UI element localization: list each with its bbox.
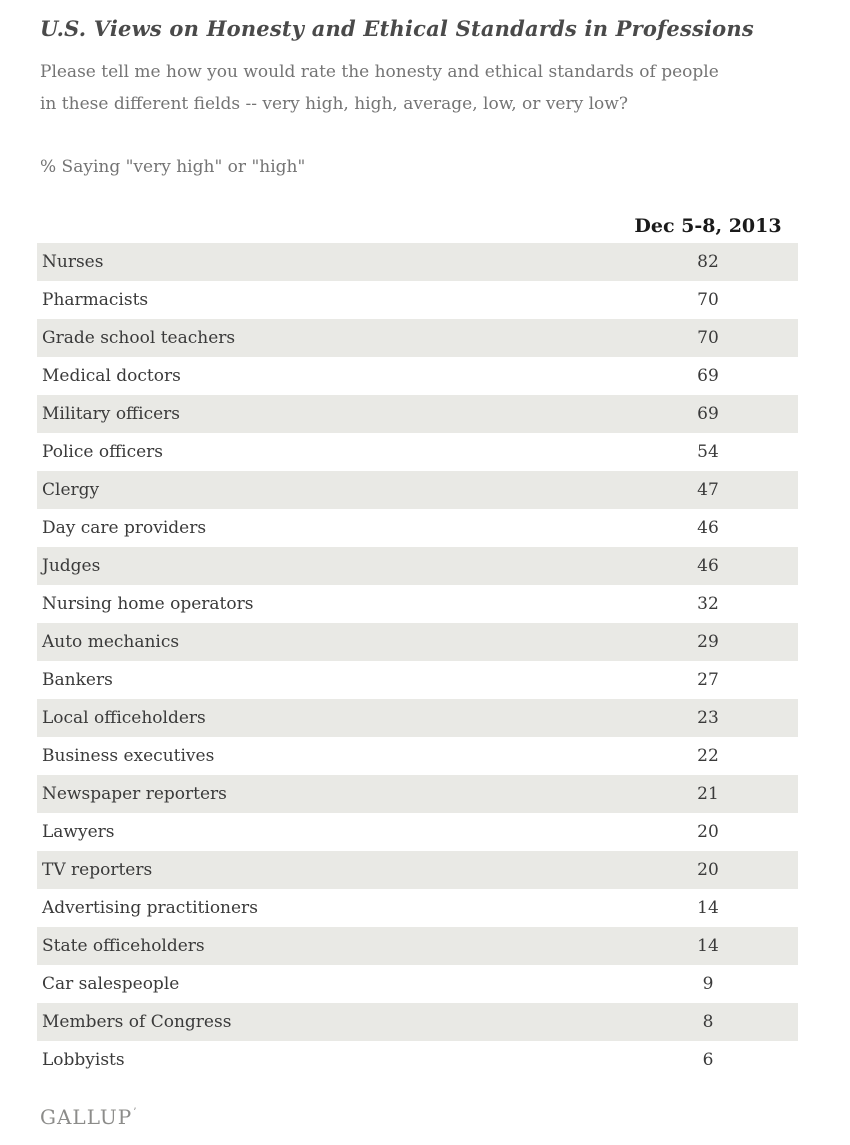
row-label: Nurses (42, 252, 104, 272)
table-row: Pharmacists 70 (37, 281, 798, 319)
column-header-date: Dec 5-8, 2013 (634, 215, 782, 237)
row-label: Pharmacists (42, 290, 149, 310)
row-value: 20 (697, 860, 719, 880)
row-value: 70 (697, 290, 719, 310)
row-value: 47 (697, 480, 719, 500)
gallup-logo-text: GALLUP (40, 1105, 133, 1129)
table-row: Medical doctors 69 (37, 357, 798, 395)
row-value: 32 (697, 594, 719, 614)
row-value: 23 (697, 708, 719, 728)
row-label: Clergy (42, 480, 100, 500)
row-value: 69 (697, 366, 719, 386)
row-value: 20 (697, 822, 719, 842)
row-value: 9 (702, 974, 714, 994)
row-label: Nursing home operators (42, 594, 254, 614)
table-row: Judges 46 (37, 547, 798, 585)
metric-note: % Saying "very high" or "high" (40, 157, 306, 177)
row-label: Lobbyists (42, 1050, 125, 1070)
table-row: Day care providers 46 (37, 509, 798, 547)
row-value: 6 (702, 1050, 714, 1070)
row-label: TV reporters (42, 860, 153, 880)
table-body: Nurses 82 Pharmacists 70 Grade school te… (37, 243, 798, 1079)
row-value: 70 (697, 328, 719, 348)
table-row: Lobbyists 6 (37, 1041, 798, 1079)
row-label: Day care providers (42, 518, 207, 538)
row-value: 54 (697, 442, 719, 462)
gallup-trademark: ’ (133, 1107, 138, 1118)
row-value: 21 (697, 784, 719, 804)
row-label: Advertising practitioners (42, 898, 258, 918)
table-row: Car salespeople 9 (37, 965, 798, 1003)
row-value: 29 (697, 632, 719, 652)
row-label: Bankers (42, 670, 113, 690)
row-label: Police officers (42, 442, 164, 462)
table-row: Lawyers 20 (37, 813, 798, 851)
row-value: 14 (697, 936, 719, 956)
row-label: Judges (42, 556, 101, 576)
table-row: Advertising practitioners 14 (37, 889, 798, 927)
row-label: Grade school teachers (42, 328, 236, 348)
row-value: 22 (697, 746, 719, 766)
table-row: TV reporters 20 (37, 851, 798, 889)
row-value: 82 (697, 252, 719, 272)
row-label: State officeholders (42, 936, 205, 956)
row-label: Military officers (42, 404, 181, 424)
row-label: Newspaper reporters (42, 784, 227, 804)
row-label: Auto mechanics (42, 632, 180, 652)
table-row: State officeholders 14 (37, 927, 798, 965)
row-value: 46 (697, 556, 719, 576)
row-label: Lawyers (42, 822, 115, 842)
table-row: Newspaper reporters 21 (37, 775, 798, 813)
gallup-logo: GALLUP’ (40, 1105, 850, 1129)
table-row: Grade school teachers 70 (37, 319, 798, 357)
row-value: 8 (702, 1012, 714, 1032)
table-row: Police officers 54 (37, 433, 798, 471)
row-label: Medical doctors (42, 366, 181, 386)
table-row: Bankers 27 (37, 661, 798, 699)
table-row: Business executives 22 (37, 737, 798, 775)
professions-table: Dec 5-8, 2013 Nurses 82 Pharmacists 70 G… (37, 209, 798, 1079)
row-label: Business executives (42, 746, 215, 766)
table-row: Local officeholders 23 (37, 699, 798, 737)
row-value: 69 (697, 404, 719, 424)
report-title: U.S. Views on Honesty and Ethical Standa… (40, 16, 754, 41)
table-row: Nursing home operators 32 (37, 585, 798, 623)
row-value: 27 (697, 670, 719, 690)
row-value: 14 (697, 898, 719, 918)
row-value: 46 (697, 518, 719, 538)
row-label: Car salespeople (42, 974, 180, 994)
table-row: Clergy 47 (37, 471, 798, 509)
row-label: Members of Congress (42, 1012, 232, 1032)
table-row: Members of Congress 8 (37, 1003, 798, 1041)
row-label: Local officeholders (42, 708, 206, 728)
survey-question: Please tell me how you would rate the ho… (40, 62, 719, 114)
table-row: Military officers 69 (37, 395, 798, 433)
table-row: Nurses 82 (37, 243, 798, 281)
table-row: Auto mechanics 29 (37, 623, 798, 661)
table-header-row: Dec 5-8, 2013 (37, 209, 798, 243)
